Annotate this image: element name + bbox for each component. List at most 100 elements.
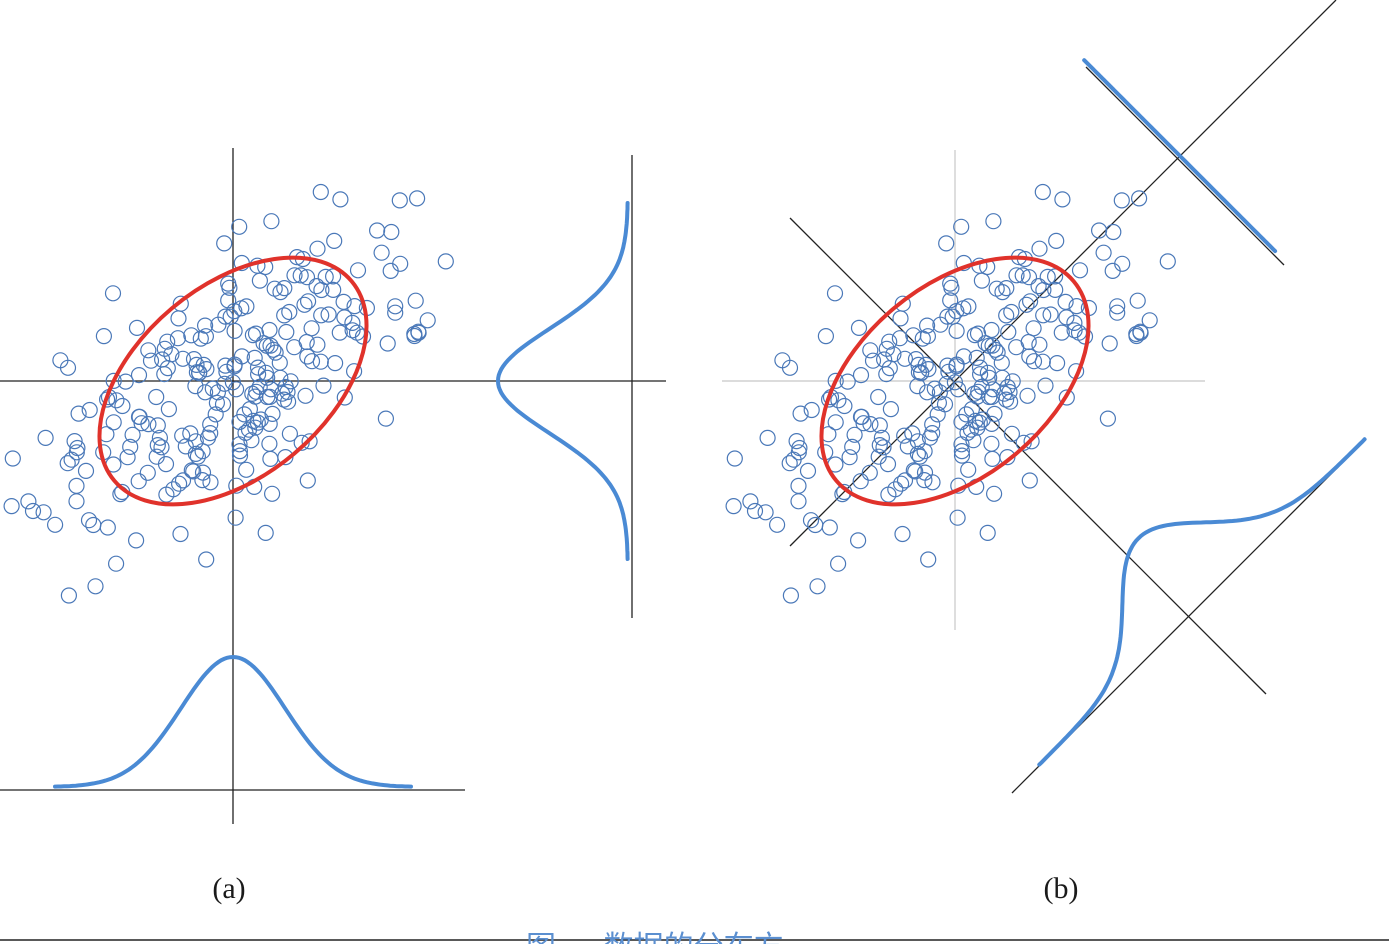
panel-a-point xyxy=(264,485,281,502)
panel-a-point xyxy=(204,380,221,397)
panel-a-label: (a) xyxy=(212,872,245,905)
panel-b-point xyxy=(896,427,913,444)
panel-b-point xyxy=(968,349,985,366)
panel-b-point xyxy=(907,463,924,480)
panel-a-point xyxy=(279,383,296,401)
panel-b-point xyxy=(781,455,798,472)
panel-b-point xyxy=(1071,262,1089,279)
figure-caption: 图 ··· 数据的分布方 xyxy=(526,930,784,944)
panel-a-point xyxy=(250,366,267,383)
panel-a-point xyxy=(35,504,52,521)
panel-b-point xyxy=(790,493,807,510)
panel-a-point xyxy=(105,414,122,431)
panel-a-point xyxy=(156,340,173,357)
panel-a-point xyxy=(312,353,329,370)
panel-b-point xyxy=(892,475,910,492)
panel-a-point xyxy=(217,357,234,374)
panel-a-point xyxy=(172,525,189,543)
panel-a-ellipse xyxy=(97,255,369,507)
panel-b-point xyxy=(971,359,989,376)
panel-b-point xyxy=(1037,377,1054,394)
panel-b-point xyxy=(871,417,888,434)
panel-b-point xyxy=(864,352,882,369)
panel-b-point xyxy=(998,307,1015,324)
panel-a-point xyxy=(298,333,315,351)
panel-a-point xyxy=(187,378,204,395)
panel-b-point xyxy=(1035,307,1052,324)
panel-b-point xyxy=(989,344,1006,361)
panel-b-point xyxy=(1058,389,1075,406)
panel-b-point xyxy=(1054,191,1071,208)
panel-a-point xyxy=(267,344,284,361)
panel-b-point xyxy=(983,435,1000,452)
panel-b-point xyxy=(938,235,955,252)
panel-a-point xyxy=(261,388,278,405)
panel-b-point xyxy=(827,414,844,431)
panel-a-point xyxy=(281,425,298,442)
panel-a-point xyxy=(297,387,314,404)
panel-a-point xyxy=(419,312,436,329)
panel-b-point xyxy=(827,372,844,389)
panel-b-point xyxy=(1042,306,1059,323)
panel-a-point xyxy=(217,308,234,325)
panel-a-point xyxy=(149,417,166,434)
panel-b-point xyxy=(942,292,959,309)
panel-a-point xyxy=(383,223,400,241)
panel-a-point xyxy=(309,240,326,257)
panel-b-point xyxy=(844,438,861,455)
panel-b-point xyxy=(878,340,895,357)
panel-a-point xyxy=(169,330,186,347)
panel-b-point xyxy=(846,426,863,443)
panel-b-point xyxy=(918,384,936,401)
panel-a-point xyxy=(282,373,299,390)
panel-a-point xyxy=(313,281,330,299)
panel-a-point xyxy=(344,314,361,331)
panel-a-point xyxy=(272,369,289,386)
panel-a-point xyxy=(197,384,214,401)
panel-b-point xyxy=(887,481,904,498)
panel-a-point xyxy=(81,401,98,419)
panel-a-point xyxy=(309,336,326,353)
panel-a-point xyxy=(68,444,85,461)
panel-b-point xyxy=(1020,269,1038,286)
panel-b-point xyxy=(1053,324,1070,341)
panel-a-point xyxy=(344,322,361,339)
panel-b-point xyxy=(926,380,943,397)
panel-a-point xyxy=(183,327,200,344)
panel-b-point xyxy=(1090,222,1108,239)
panel-b-point xyxy=(1113,192,1130,209)
panel-b-point xyxy=(949,381,967,398)
panel-b-point xyxy=(1003,425,1021,442)
panel-b-point xyxy=(757,504,774,521)
panel-b-point xyxy=(962,421,980,438)
panel-a-point xyxy=(266,280,283,297)
panel-a-point xyxy=(140,342,157,359)
panel-b-point xyxy=(960,298,977,315)
panel-a-point xyxy=(336,389,353,406)
panel-a-point xyxy=(114,397,131,415)
panel-b-point xyxy=(1047,281,1064,298)
panel-a-point xyxy=(262,450,279,467)
panel-a-point xyxy=(382,262,399,279)
panel-b-point xyxy=(953,218,970,235)
panel-a-point xyxy=(387,304,404,321)
panel-a-point xyxy=(332,191,349,208)
panel-b-point xyxy=(803,401,820,419)
panel-b-point xyxy=(1109,298,1126,315)
panel-b-point xyxy=(875,439,892,456)
panel-b-point xyxy=(1014,267,1031,284)
panel-b-point xyxy=(809,578,826,595)
panel-a-point xyxy=(195,356,212,373)
panel-b-point xyxy=(826,285,844,302)
panel-a-point xyxy=(202,416,219,433)
panel-b-point xyxy=(782,587,800,604)
panel-b-point xyxy=(852,367,870,384)
panel-a-point xyxy=(320,306,337,323)
panel-a-point xyxy=(4,450,21,467)
panel-b-point xyxy=(984,450,1001,467)
panel-b-point xyxy=(905,462,922,479)
panel-a-point xyxy=(192,330,209,347)
panel-a-point xyxy=(407,292,424,309)
panel-a-point xyxy=(281,303,298,321)
panel-b-label: (b) xyxy=(1044,872,1079,905)
